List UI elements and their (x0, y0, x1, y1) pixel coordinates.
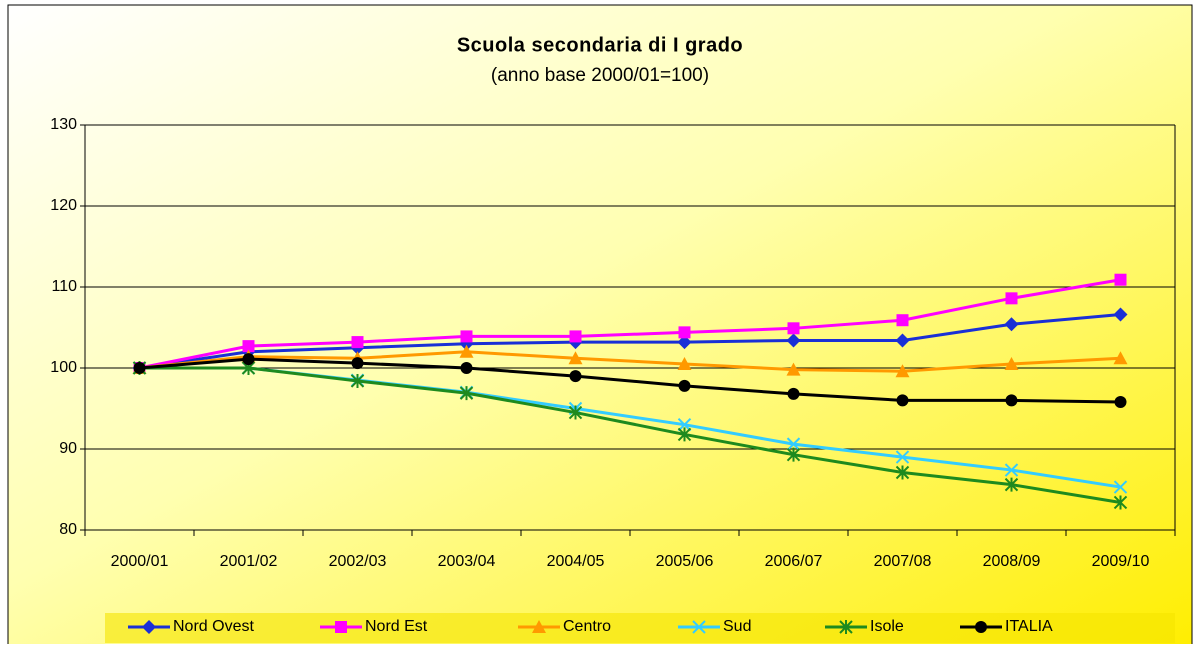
data-point (786, 447, 801, 462)
data-point (786, 333, 801, 348)
data-point (896, 394, 909, 407)
y-tick-label: 100 (50, 359, 77, 376)
y-tick-label: 110 (51, 278, 77, 295)
x-tick-label: 2006/07 (765, 553, 823, 570)
series-line (139, 350, 1121, 373)
data-point (1004, 463, 1019, 477)
x-tick-label: 2001/02 (220, 553, 278, 570)
data-point (569, 370, 582, 383)
x-tick-label: 2005/06 (656, 553, 714, 570)
data-point (460, 330, 473, 343)
data-point (568, 405, 583, 420)
data-point (1113, 351, 1128, 365)
legend-label: Nord Est (365, 618, 428, 635)
x-tick-label: 2002/03 (329, 553, 387, 570)
series-line (139, 278, 1121, 370)
y-tick-label: 80 (59, 521, 77, 538)
y-tick-label: 90 (59, 440, 77, 457)
x-tick-label: 2003/04 (438, 553, 496, 570)
data-point (896, 314, 909, 327)
legend-label: Nord Ovest (173, 618, 254, 635)
data-point (1004, 317, 1019, 332)
data-point (459, 386, 474, 401)
data-point (895, 364, 910, 378)
data-point (677, 335, 692, 350)
legend-marker (532, 620, 546, 633)
y-tick-label: 130 (50, 116, 77, 133)
data-point (351, 336, 364, 349)
data-point (677, 427, 692, 442)
data-point (677, 356, 692, 370)
data-point (1004, 477, 1019, 492)
data-point (1113, 495, 1128, 510)
data-point (1114, 273, 1127, 286)
data-point (787, 322, 800, 335)
data-point (895, 333, 910, 348)
data-point (1005, 394, 1018, 407)
data-point (242, 340, 255, 353)
data-point (786, 362, 801, 376)
data-point (350, 373, 365, 388)
legend-marker (692, 620, 706, 634)
data-point (895, 465, 910, 480)
x-tick-label: 2007/08 (874, 553, 932, 570)
data-point (895, 450, 910, 464)
data-point (678, 379, 691, 392)
chart-title: Scuola secondaria di I grado (457, 34, 743, 56)
series-line (139, 366, 1121, 504)
chart-subtitle: (anno base 2000/01=100) (491, 65, 709, 86)
x-tick-label: 2009/10 (1092, 553, 1150, 570)
legend-label: Sud (723, 618, 751, 635)
data-point (351, 357, 364, 370)
data-point (787, 387, 800, 400)
data-point (242, 353, 255, 366)
data-point (678, 326, 691, 339)
legend-label: ITALIA (1005, 618, 1053, 635)
data-point (1004, 356, 1019, 370)
data-point (459, 344, 474, 358)
legend-marker (335, 621, 347, 633)
data-point (1113, 307, 1128, 322)
legend-marker (839, 620, 853, 634)
data-point (568, 351, 583, 365)
legend-marker (975, 621, 987, 633)
data-point (1113, 480, 1128, 494)
data-point (569, 330, 582, 343)
y-tick-label: 120 (50, 197, 77, 214)
x-tick-label: 2004/05 (547, 553, 605, 570)
legend-marker (142, 620, 156, 634)
data-point (1005, 292, 1018, 305)
legend-label: Centro (563, 618, 611, 635)
data-point (1114, 396, 1127, 409)
data-point (677, 417, 692, 432)
data-point (133, 362, 146, 374)
data-point (460, 362, 473, 374)
x-tick-label: 2008/09 (983, 553, 1041, 570)
series-line (139, 313, 1121, 370)
legend-label: Isole (870, 618, 904, 635)
data-point (786, 437, 801, 451)
x-tick-label: 2000/01 (111, 553, 169, 570)
series-line (139, 357, 1121, 404)
